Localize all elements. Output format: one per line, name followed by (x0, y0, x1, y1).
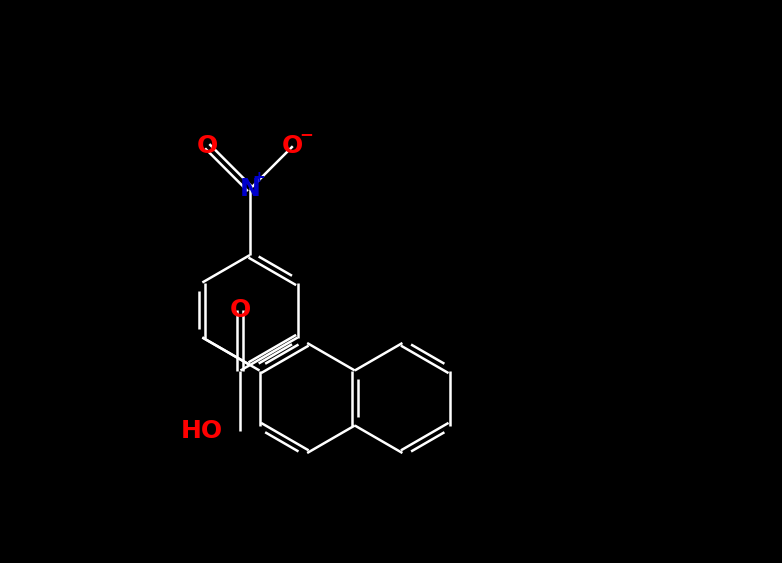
Text: O: O (230, 298, 251, 322)
Text: N: N (239, 177, 260, 201)
Text: O: O (282, 134, 303, 158)
Text: O: O (196, 134, 218, 158)
Text: +: + (253, 171, 265, 185)
Text: −: − (299, 125, 313, 143)
Text: HO: HO (181, 419, 222, 443)
